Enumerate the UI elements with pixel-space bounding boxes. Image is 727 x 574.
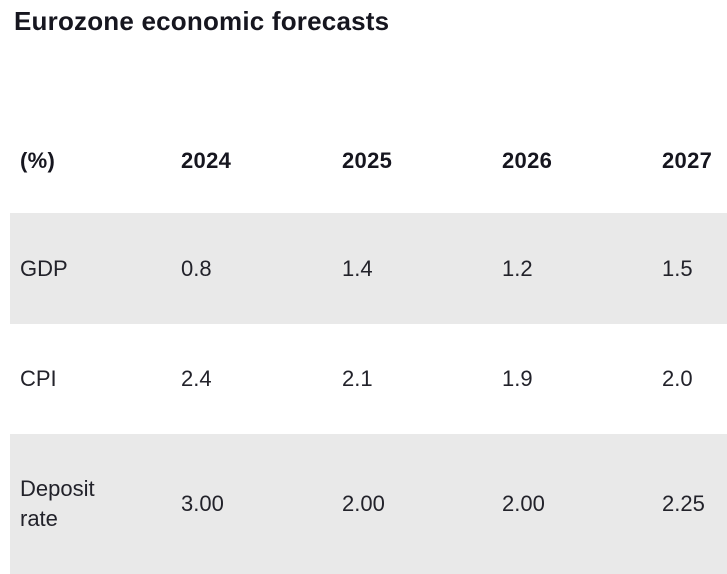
table-header-row: (%) 2024 2025 2026 2027 — [10, 108, 727, 213]
table-row-cpi: CPI 2.4 2.1 1.9 2.0 — [10, 324, 727, 434]
row-label: Deposit rate — [20, 476, 95, 531]
table-row-deposit-rate: Deposit rate 3.00 2.00 2.00 2.25 — [10, 434, 727, 574]
deposit-rate-2025: 2.00 — [342, 491, 385, 516]
row-label: GDP — [20, 255, 68, 281]
deposit-rate-2027: 2.25 — [662, 491, 705, 516]
deposit-rate-2024: 3.00 — [181, 491, 224, 516]
row-label: CPI — [20, 366, 57, 392]
gdp-2024: 0.8 — [181, 255, 212, 281]
header-year-2025: 2025 — [342, 147, 393, 173]
gdp-2025: 1.4 — [342, 255, 373, 281]
header-year-2027: 2027 — [662, 147, 713, 173]
deposit-rate-2026: 2.00 — [502, 491, 545, 516]
page-title: Eurozone economic forecasts — [14, 6, 390, 36]
forecast-table: (%) 2024 2025 2026 2027 GDP 0.8 1.4 1.2 … — [10, 108, 727, 574]
header-year-2024: 2024 — [181, 147, 232, 173]
table-row-gdp: GDP 0.8 1.4 1.2 1.5 — [10, 213, 727, 324]
cpi-2025: 2.1 — [342, 366, 373, 391]
header-unit: (%) — [20, 147, 56, 173]
gdp-2027: 1.5 — [662, 255, 693, 281]
cpi-2024: 2.4 — [181, 366, 212, 391]
cpi-2026: 1.9 — [502, 366, 533, 391]
header-year-2026: 2026 — [502, 147, 553, 173]
gdp-2026: 1.2 — [502, 255, 533, 281]
cpi-2027: 2.0 — [662, 366, 693, 391]
